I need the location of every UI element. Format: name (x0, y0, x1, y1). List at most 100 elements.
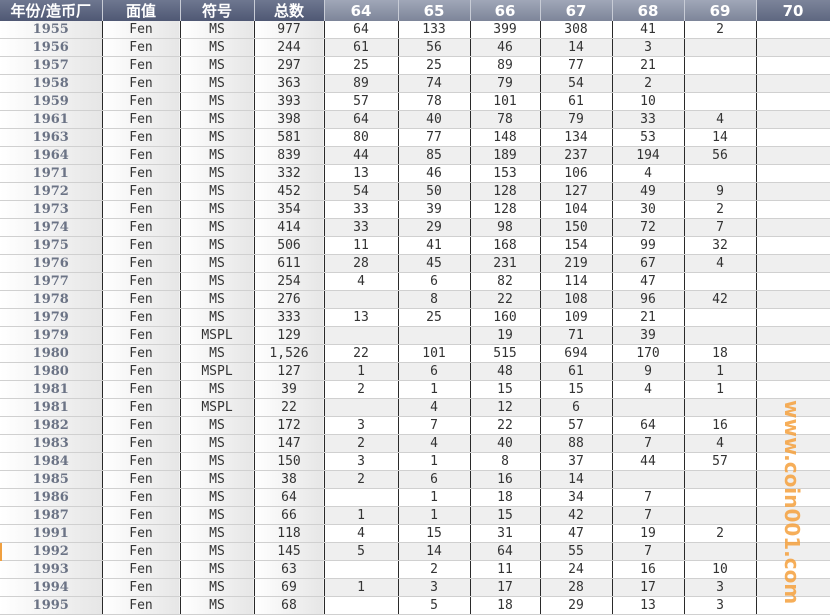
cell-grade-68 (612, 398, 685, 417)
header-grade-70[interactable]: 70 (756, 0, 830, 21)
cell-grade-68: 7 (612, 542, 685, 561)
cell-year: 1987 (0, 506, 103, 525)
table-row[interactable]: 1977 Fen MS 254 4 6 82 114 47 (0, 272, 830, 291)
header-grade-67[interactable]: 67 (540, 0, 613, 21)
table-row[interactable]: 1982 Fen MS 172 3 7 22 57 64 16 (0, 416, 830, 435)
cell-grade-67: 77 (540, 56, 613, 75)
cell-grade-70 (756, 218, 830, 237)
table-row[interactable]: 1961 Fen MS 398 64 40 78 79 33 4 (0, 110, 830, 129)
table-row[interactable]: 1985 Fen MS 38 2 6 16 14 (0, 470, 830, 489)
cell-grade-66: 153 (470, 164, 541, 183)
table-row[interactable]: 1994 Fen MS 69 1 3 17 28 17 3 (0, 578, 830, 597)
table-row[interactable]: 1955 Fen MS 977 64 133 399 308 41 2 (0, 21, 830, 39)
cell-grade-67: 37 (540, 452, 613, 471)
table-row[interactable]: 1991 Fen MS 118 4 15 31 47 19 2 (0, 524, 830, 543)
cell-grade-69: 56 (684, 146, 757, 165)
cell-grade-64: 80 (324, 128, 399, 147)
table-row[interactable]: 1957 Fen MS 297 25 25 89 77 21 (0, 56, 830, 75)
table-row[interactable]: 1980 Fen MS 1,526 22 101 515 694 170 18 (0, 344, 830, 363)
header-designation[interactable]: 符号 (180, 0, 255, 21)
cell-year: 1980 (0, 362, 103, 381)
header-denomination[interactable]: 面值 (102, 0, 181, 21)
cell-grade-65: 78 (398, 92, 471, 111)
cell-grade-68: 41 (612, 21, 685, 39)
table-row[interactable]: 1992 Fen MS 145 5 14 64 55 7 (0, 542, 830, 561)
header-grade-65[interactable]: 65 (398, 0, 471, 21)
header-grade-69[interactable]: 69 (684, 0, 757, 21)
cell-year: 1973 (0, 200, 103, 219)
header-grade-68[interactable]: 68 (612, 0, 685, 21)
cell-grade-70 (756, 254, 830, 273)
table-row[interactable]: 1987 Fen MS 66 1 1 15 42 7 (0, 506, 830, 525)
cell-denomination: Fen (102, 74, 181, 93)
cell-grade-65 (398, 326, 471, 345)
table-row[interactable]: 1993 Fen MS 63 2 11 24 16 10 (0, 560, 830, 579)
header-grade-66[interactable]: 66 (470, 0, 541, 21)
table-row[interactable]: 1979 Fen MS 333 13 25 160 109 21 (0, 308, 830, 327)
cell-denomination: Fen (102, 56, 181, 75)
cell-grade-67: 108 (540, 290, 613, 309)
cell-grade-69: 18 (684, 344, 757, 363)
header-year-mint[interactable]: 年份/造币厂 (0, 0, 103, 21)
cell-grade-69: 3 (684, 596, 757, 615)
cell-grade-65: 45 (398, 254, 471, 273)
table-row[interactable]: 1986 Fen MS 64 1 18 34 7 (0, 488, 830, 507)
cell-grade-64 (324, 290, 399, 309)
cell-grade-65: 14 (398, 542, 471, 561)
cell-grade-69: 4 (684, 110, 757, 129)
cell-grade-64: 89 (324, 74, 399, 93)
cell-denomination: Fen (102, 272, 181, 291)
cell-total: 150 (254, 452, 325, 471)
table-row[interactable]: 1975 Fen MS 506 11 41 168 154 99 32 (0, 236, 830, 255)
table-row[interactable]: 1972 Fen MS 452 54 50 128 127 49 9 (0, 182, 830, 201)
cell-grade-66: 19 (470, 326, 541, 345)
table-row[interactable]: 1979 Fen MSPL 129 19 71 39 (0, 326, 830, 345)
cell-year: 1994 (0, 578, 103, 597)
cell-designation: MS (180, 182, 255, 201)
cell-grade-69: 4 (684, 434, 757, 453)
cell-denomination: Fen (102, 326, 181, 345)
cell-designation: MS (180, 434, 255, 453)
table-row[interactable]: 1956 Fen MS 244 61 56 46 14 3 (0, 38, 830, 57)
cell-denomination: Fen (102, 470, 181, 489)
cell-designation: MS (180, 21, 255, 39)
table-row[interactable]: 1984 Fen MS 150 3 1 8 37 44 57 (0, 452, 830, 471)
table-row[interactable]: 1971 Fen MS 332 13 46 153 106 4 (0, 164, 830, 183)
cell-grade-66: 15 (470, 506, 541, 525)
table-row[interactable]: 1981 Fen MS 39 2 1 15 15 4 1 (0, 380, 830, 399)
table-row[interactable]: 1976 Fen MS 611 28 45 231 219 67 4 (0, 254, 830, 273)
cell-denomination: Fen (102, 452, 181, 471)
header-total[interactable]: 总数 (254, 0, 325, 21)
cell-year: 1995 (0, 596, 103, 615)
table-row[interactable]: 1959 Fen MS 393 57 78 101 61 10 (0, 92, 830, 111)
cell-grade-65: 5 (398, 596, 471, 615)
table-row[interactable]: 1964 Fen MS 839 44 85 189 237 194 56 (0, 146, 830, 165)
cell-denomination: Fen (102, 578, 181, 597)
cell-grade-68: 96 (612, 290, 685, 309)
cell-grade-65: 85 (398, 146, 471, 165)
cell-grade-67: 29 (540, 596, 613, 615)
header-grade-64[interactable]: 64 (324, 0, 399, 21)
table-row[interactable]: 1963 Fen MS 581 80 77 148 134 53 14 (0, 128, 830, 147)
cell-grade-67: 6 (540, 398, 613, 417)
cell-total: 68 (254, 596, 325, 615)
table-row[interactable]: 1978 Fen MS 276 8 22 108 96 42 (0, 290, 830, 309)
cell-grade-67: 127 (540, 182, 613, 201)
cell-grade-70 (756, 146, 830, 165)
cell-denomination: Fen (102, 362, 181, 381)
table-row[interactable]: 1974 Fen MS 414 33 29 98 150 72 7 (0, 218, 830, 237)
cell-total: 39 (254, 380, 325, 399)
table-row[interactable]: 1973 Fen MS 354 33 39 128 104 30 2 (0, 200, 830, 219)
cell-grade-67: 42 (540, 506, 613, 525)
table-row[interactable]: 1958 Fen MS 363 89 74 79 54 2 (0, 74, 830, 93)
cell-total: 1,526 (254, 344, 325, 363)
table-row[interactable]: 1980 Fen MSPL 127 1 6 48 61 9 1 (0, 362, 830, 381)
cell-grade-66: 98 (470, 218, 541, 237)
cell-grade-64: 1 (324, 578, 399, 597)
table-row[interactable]: 1983 Fen MS 147 2 4 40 88 7 4 (0, 434, 830, 453)
cell-grade-66: 168 (470, 236, 541, 255)
table-row[interactable]: 1995 Fen MS 68 5 18 29 13 3 (0, 596, 830, 615)
cell-grade-70 (756, 110, 830, 129)
cell-denomination: Fen (102, 218, 181, 237)
table-row[interactable]: 1981 Fen MSPL 22 4 12 6 (0, 398, 830, 417)
